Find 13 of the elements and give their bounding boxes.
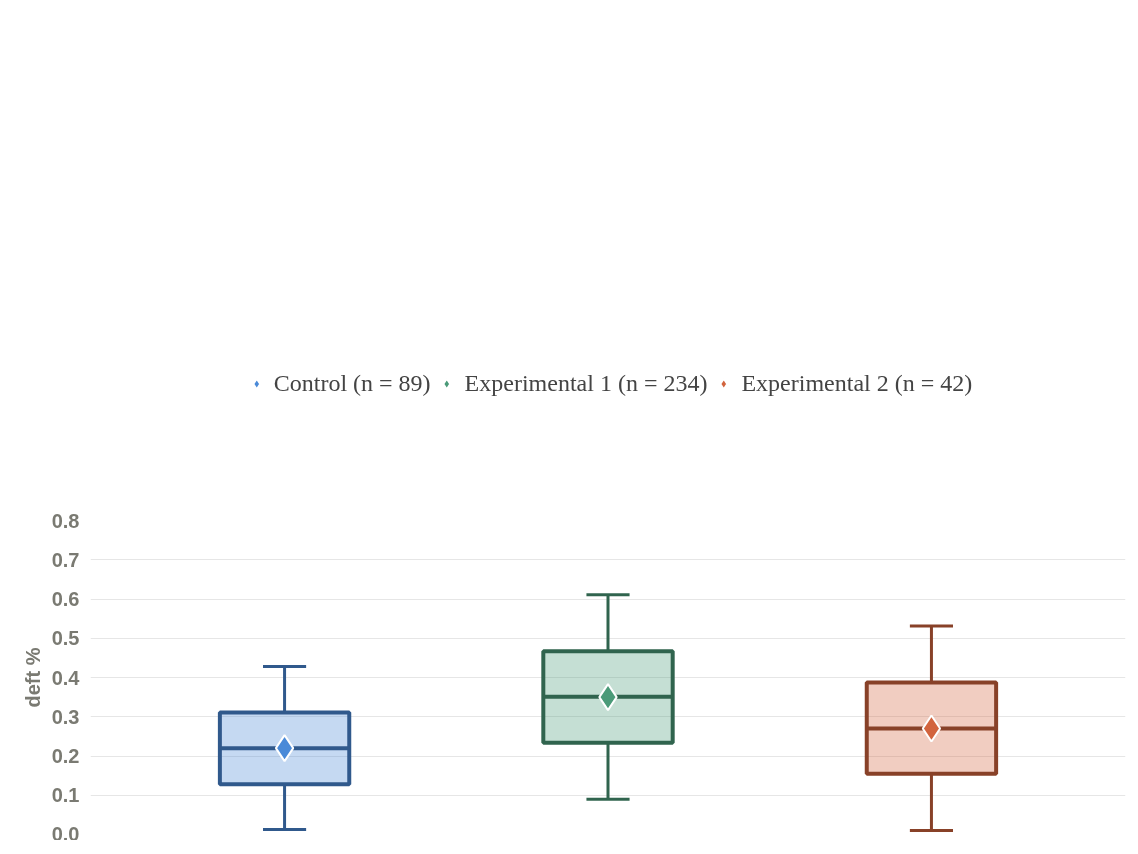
legend-label: Experimental 2 (n = 42)	[741, 369, 973, 397]
y-axis-title: deft %	[21, 647, 44, 708]
legend-label: Experimental 1 (n = 234)	[464, 369, 708, 397]
y-tick-label: 0.6	[51, 588, 80, 610]
y-tick-label: 0.5	[51, 627, 80, 650]
y-tick-label: 0.7	[51, 548, 80, 571]
y-tick-label: 0.2	[51, 745, 80, 767]
y-tick-label: 0.3	[51, 705, 80, 728]
y-tick-label: 0.8	[51, 509, 80, 532]
y-tick-label: 0.1	[51, 784, 80, 807]
y-tick-label: 0.0	[51, 822, 80, 845]
legend-label: Control (n = 89)	[273, 369, 431, 397]
y-tick-label: 0.4	[51, 666, 81, 689]
